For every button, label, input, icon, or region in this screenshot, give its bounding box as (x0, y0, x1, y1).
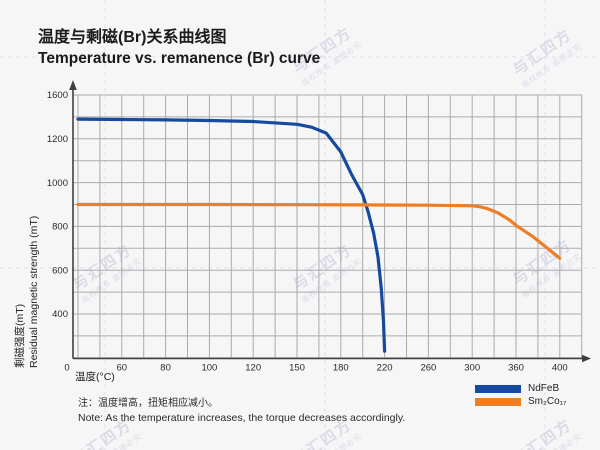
x-tick-label: 100 (201, 362, 217, 373)
x-axis-title: 温度(°C) (75, 371, 115, 383)
y-tick-label: 800 (52, 222, 68, 233)
x-tick-label: 120 (245, 362, 261, 373)
x-tick-label: 360 (508, 362, 524, 373)
x-axis-arrow (582, 354, 591, 363)
sm2co17-legend-swatch (475, 397, 521, 406)
sm2co17-curve (76, 202, 562, 260)
x-tick-label: 300 (464, 362, 480, 373)
notes: 注：温度增高，扭矩相应减小。 Note: As the temperature … (78, 397, 405, 425)
x-tick-label: 150 (289, 362, 305, 373)
x-tick-label: 80 (160, 362, 171, 373)
ndfeb-legend-label: NdFeB (528, 383, 560, 394)
y-tick-label: 1600 (47, 90, 68, 101)
x-tick-label: 260 (420, 362, 436, 373)
legend: NdFeB Sm₂Co₁₇ (475, 382, 566, 408)
x-tick-label: 0 (64, 362, 69, 373)
y-axis-title-en: Residual magnetic strength (mT) (28, 215, 40, 368)
page-title-en: Temperature vs. remanence (Br) curve (38, 49, 321, 67)
legend-row-ndfeb: NdFeB (475, 382, 566, 395)
sm2co17-legend-label: Sm₂Co₁₇ (528, 396, 567, 407)
header: 温度与剩磁(Br)关系曲线图 Temperature vs. remanence… (38, 28, 320, 70)
y-axis-arrow (69, 80, 77, 90)
y-tick-label: 400 (52, 309, 68, 320)
ndfeb-curve (76, 117, 387, 353)
x-tick-label: 220 (377, 362, 393, 373)
x-tick-label: 60 (117, 362, 128, 373)
y-tick-label: 1000 (47, 178, 68, 189)
note-zh: 注：温度增高，扭矩相应减小。 (78, 398, 218, 409)
legend-row-sm2co17: Sm₂Co₁₇ (475, 395, 566, 408)
ndfeb-legend-swatch (475, 384, 521, 393)
y-axis-title-zh: 剩磁强度(mT) (14, 303, 26, 368)
note-en: Note: As the temperature increases, the … (78, 411, 406, 424)
x-tick-label: 400 (552, 362, 568, 373)
y-tick-label: 600 (52, 265, 68, 276)
page-title-zh: 温度与剩磁(Br)关系曲线图 (38, 29, 227, 46)
y-tick-label: 1200 (47, 134, 68, 145)
x-tick-label: 180 (333, 362, 349, 373)
